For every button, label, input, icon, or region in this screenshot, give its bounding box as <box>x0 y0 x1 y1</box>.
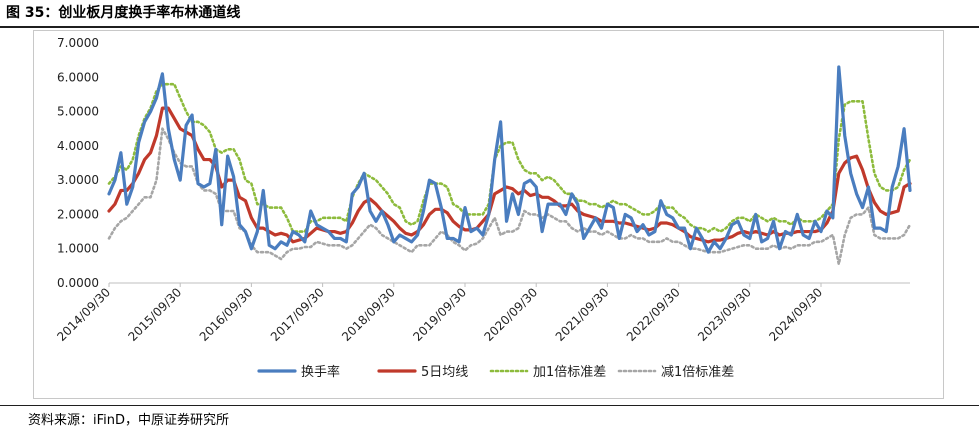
legend: 换手率 5日均线 加1倍标准差 减1倍标准差 <box>257 364 734 380</box>
legend-label: 减1倍标准差 <box>661 365 734 380</box>
x-tick-label: 2019/09/30 <box>410 285 469 344</box>
x-tick-label: 2017/09/30 <box>268 285 327 344</box>
chart-frame: 0.0000 1.0000 2.0000 3.0000 4.0000 5.0000 6.00… <box>33 30 944 399</box>
x-tick-label: 2024/09/30 <box>766 285 825 344</box>
source-note: 资料来源：iFinD，中原证券研究所 <box>28 413 230 428</box>
x-tick-label: 2020/09/30 <box>482 285 541 344</box>
x-tick-label: 2023/09/30 <box>695 285 754 344</box>
y-tick-label: 2.0000 <box>57 207 99 221</box>
title-rule <box>0 26 979 28</box>
x-tick-label: 2018/09/30 <box>339 285 398 344</box>
legend-label: 加1倍标准差 <box>533 365 606 380</box>
figure-title: 图 35：创业板月度换手率布林通道线 <box>6 5 241 21</box>
y-axis-tick-labels: 0.0000 1.0000 2.0000 3.0000 4.0000 5.0000 6.00… <box>57 36 99 290</box>
x-tick-label: 2022/09/30 <box>624 285 683 344</box>
x-tick-label: 2021/09/30 <box>553 285 612 344</box>
x-tick-label: 2016/09/30 <box>197 285 256 344</box>
y-tick-label: 3.0000 <box>57 173 99 187</box>
bollinger-chart: 0.0000 1.0000 2.0000 3.0000 4.0000 5.0000 6.00… <box>54 36 912 380</box>
y-tick-label: 0.0000 <box>57 276 99 290</box>
legend-label: 5日均线 <box>421 365 468 380</box>
series-line-2 <box>107 82 912 233</box>
series-layer <box>107 65 912 266</box>
legend-label: 换手率 <box>301 364 340 380</box>
series-line-0 <box>107 65 912 254</box>
x-tick-label: 2014/09/30 <box>54 285 113 344</box>
y-tick-label: 5.0000 <box>57 105 99 119</box>
y-tick-label: 4.0000 <box>57 139 99 153</box>
series-line-1 <box>107 106 912 244</box>
source-rule <box>0 405 979 406</box>
x-tick-label: 2015/09/30 <box>126 285 185 344</box>
x-axis: 2014/09/30 2015/09/30 2016/09/30 2017/09/30… <box>54 282 910 344</box>
y-tick-label: 7.0000 <box>57 36 99 50</box>
y-tick-label: 1.0000 <box>57 242 99 256</box>
y-tick-label: 6.0000 <box>57 70 99 84</box>
